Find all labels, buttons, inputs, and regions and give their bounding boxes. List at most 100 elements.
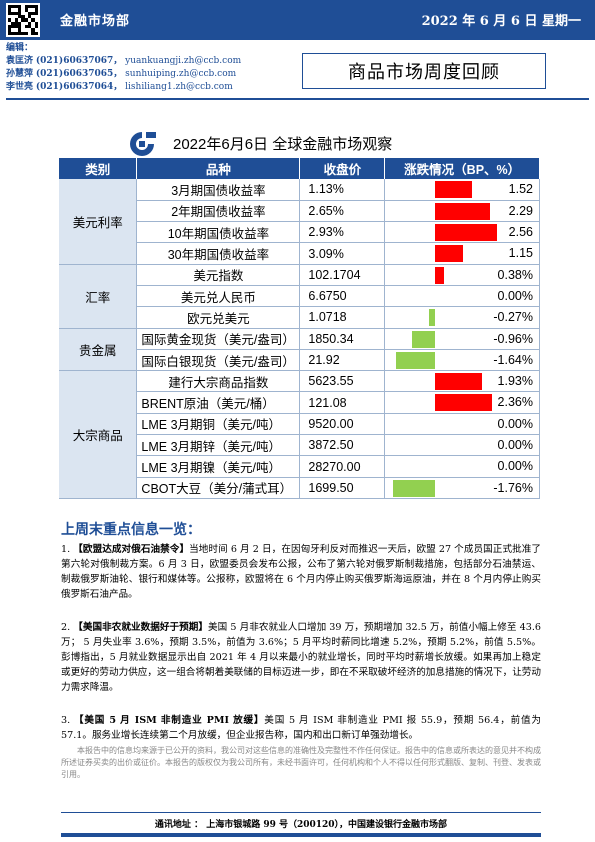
report-date: 2022 年 6 月 6 日 星期一 [421, 14, 581, 29]
change-bar-up [435, 266, 445, 284]
table-row: 2年期国债收益率 2.65% 2.29 [59, 200, 540, 223]
change-cell: 2.29 [384, 200, 540, 223]
header-close: 收盘价 [299, 158, 386, 179]
close-cell: 6.6750 [299, 285, 386, 308]
news-body: 当地时间 6 月 2 日，在因匈牙利反对而推迟一天后，欧盟 27 个成员国正式批… [61, 544, 541, 600]
item-cell: 建行大宗商品指数 [136, 370, 301, 393]
table-row: 大宗商品 建行大宗商品指数 5623.55 1.93% [59, 370, 540, 499]
close-cell: 5623.55 [299, 370, 386, 393]
news-item: 3. 【美国 5 月 ISM 非制造业 PMI 放缓】美国 5 月 ISM 非制… [61, 713, 541, 743]
change-bar-up [435, 394, 492, 412]
news-body: 美国 5 月非农就业人口增加 39 万，预期增加 32.5 万，前值小幅上修至 … [61, 622, 541, 693]
news-item: 2. 【美国非农就业数据好于预期】美国 5 月非农就业人口增加 39 万，预期增… [61, 620, 541, 695]
change-cell: 0.00% [384, 285, 540, 308]
item-cell: 美元兑人民币 [136, 285, 301, 308]
table-row: CBOT大豆（美分/蒲式耳） 1699.50 -1.76% [59, 477, 540, 499]
change-bar-up [435, 202, 491, 220]
editor-name: 袁匡济 [6, 56, 34, 66]
close-cell: 1850.34 [299, 328, 386, 350]
change-cell: -0.27% [384, 306, 540, 329]
news-item: 1. 【欧盟达成对俄石油禁令】当地时间 6 月 2 日，在因匈牙利反对而推迟一天… [61, 542, 541, 602]
table-row: 美元兑人民币 6.6750 0.00% [59, 285, 540, 308]
news-number: 2. [61, 622, 71, 633]
footer-bar [61, 833, 541, 837]
change-bar-up [435, 373, 482, 391]
news-number: 1. [61, 544, 71, 555]
change-cell: -1.76% [384, 477, 540, 499]
editor-email[interactable]: yuankuangji.zh@ccb.com [125, 56, 242, 66]
item-cell: CBOT大豆（美分/蒲式耳） [136, 477, 301, 499]
editor-row: 袁匡济 (021)60637067， yuankuangji.zh@ccb.co… [6, 55, 256, 68]
change-value: -0.96% [493, 331, 533, 346]
table-row: 美元利率 3月期国债收益率 1.13% 1.52 [59, 179, 540, 265]
change-bar-down [395, 351, 436, 369]
table-row: LME 3月期镍（美元/吨） 28270.00 0.00% [59, 455, 540, 478]
news-title: 【美国 5 月 ISM 非制造业 PMI 放缓】 [74, 715, 265, 726]
change-value: 0.38% [497, 267, 533, 282]
news-body: 美国 5 月 ISM 非制造业 PMI 报 55.9，预期 56.4，前值为 5… [61, 715, 541, 741]
item-cell: 美元指数 [136, 264, 301, 286]
change-value: 1.15 [508, 246, 533, 261]
item-cell: 3月期国债收益率 [136, 179, 301, 201]
report-title: 2022年6月6日 全球金融市场观察 [173, 136, 393, 153]
change-cell: 0.38% [384, 264, 540, 286]
item-cell: BRENT原油（美元/桶） [136, 391, 301, 414]
table-row: 国际白银现货（美元/盎司） 21.92 -1.64% [59, 349, 540, 372]
change-bar-down [412, 330, 436, 348]
footer-divider [61, 812, 541, 813]
close-cell: 9520.00 [299, 413, 386, 436]
key-info-heading: 上周末重点信息一览： [61, 522, 201, 538]
change-bar-down [428, 309, 436, 327]
close-cell: 3.09% [299, 242, 386, 265]
close-cell: 2.65% [299, 200, 386, 223]
change-cell: 1.15 [384, 242, 540, 265]
close-cell: 28270.00 [299, 455, 386, 478]
editor-phone: (021)60637067， [35, 56, 123, 66]
item-cell: 国际白银现货（美元/盎司） [136, 349, 301, 372]
change-cell: -0.96% [384, 328, 540, 350]
change-value: 0.00% [497, 288, 533, 303]
change-value: 0.00% [497, 459, 533, 474]
qr-code-icon [6, 3, 40, 37]
editor-name: 李世亮 [6, 82, 34, 92]
change-cell: 0.00% [384, 455, 540, 478]
header-change: 涨跌情况（BP、%） [384, 158, 540, 179]
change-value: 0.00% [497, 438, 533, 453]
change-bar-down [393, 479, 436, 497]
editor-email[interactable]: lishiliang1.zh@ccb.com [125, 82, 233, 92]
disclaimer: 本报告中的信息均来源于已公开的资料，我公司对这些信息的准确性及完整性不作任何保证… [61, 746, 541, 779]
item-cell: 2年期国债收益率 [136, 200, 301, 223]
table-row: LME 3月期锌（美元/吨） 3872.50 0.00% [59, 434, 540, 457]
table-row: BRENT原油（美元/桶） 121.08 2.36% [59, 391, 540, 414]
table-row: 欧元兑美元 1.0718 -0.27% [59, 306, 540, 329]
table-header-row: 类别 品种 收盘价 涨跌情况（BP、%） [59, 158, 540, 179]
change-cell: 0.00% [384, 413, 540, 436]
item-cell: 国际黄金现货（美元/盎司） [136, 328, 301, 350]
change-cell: 2.36% [384, 391, 540, 414]
category-cell: 汇率 [59, 264, 138, 329]
title-divider [6, 98, 589, 100]
close-cell: 121.08 [299, 391, 386, 414]
item-cell: 10年期国债收益率 [136, 221, 301, 244]
change-bar-up [435, 224, 497, 242]
change-value: 2.29 [508, 203, 533, 218]
category-cell: 美元利率 [59, 179, 138, 265]
change-value: 1.93% [497, 374, 533, 389]
editor-label: 编辑： [6, 43, 34, 53]
header-bar: 金融市场部 2022 年 6 月 6 日 星期一 [0, 0, 595, 40]
editor-name: 孙慧萍 [6, 69, 34, 79]
department-name: 金融市场部 [60, 14, 131, 29]
change-bar-up [435, 181, 472, 198]
editor-row: 李世亮 (021)60637064， lishiliang1.zh@ccb.co… [6, 81, 256, 94]
editor-email[interactable]: sunhuiping.zh@ccb.com [125, 69, 237, 79]
item-cell: LME 3月期镍（美元/吨） [136, 455, 301, 478]
table-row: LME 3月期铜（美元/吨） 9520.00 0.00% [59, 413, 540, 436]
change-cell: 2.56 [384, 221, 540, 244]
editor-block: 编辑： 袁匡济 (021)60637067， yuankuangji.zh@cc… [6, 42, 256, 94]
editor-row: 孙慧萍 (021)60637065， sunhuiping.zh@ccb.com [6, 68, 256, 81]
header-category: 类别 [59, 158, 138, 179]
item-cell: 欧元兑美元 [136, 306, 301, 329]
ccb-logo-icon [130, 132, 156, 156]
table-row: 10年期国债收益率 2.93% 2.56 [59, 221, 540, 244]
table-row: 贵金属 国际黄金现货（美元/盎司） 1850.34 -0.96% [59, 328, 540, 372]
